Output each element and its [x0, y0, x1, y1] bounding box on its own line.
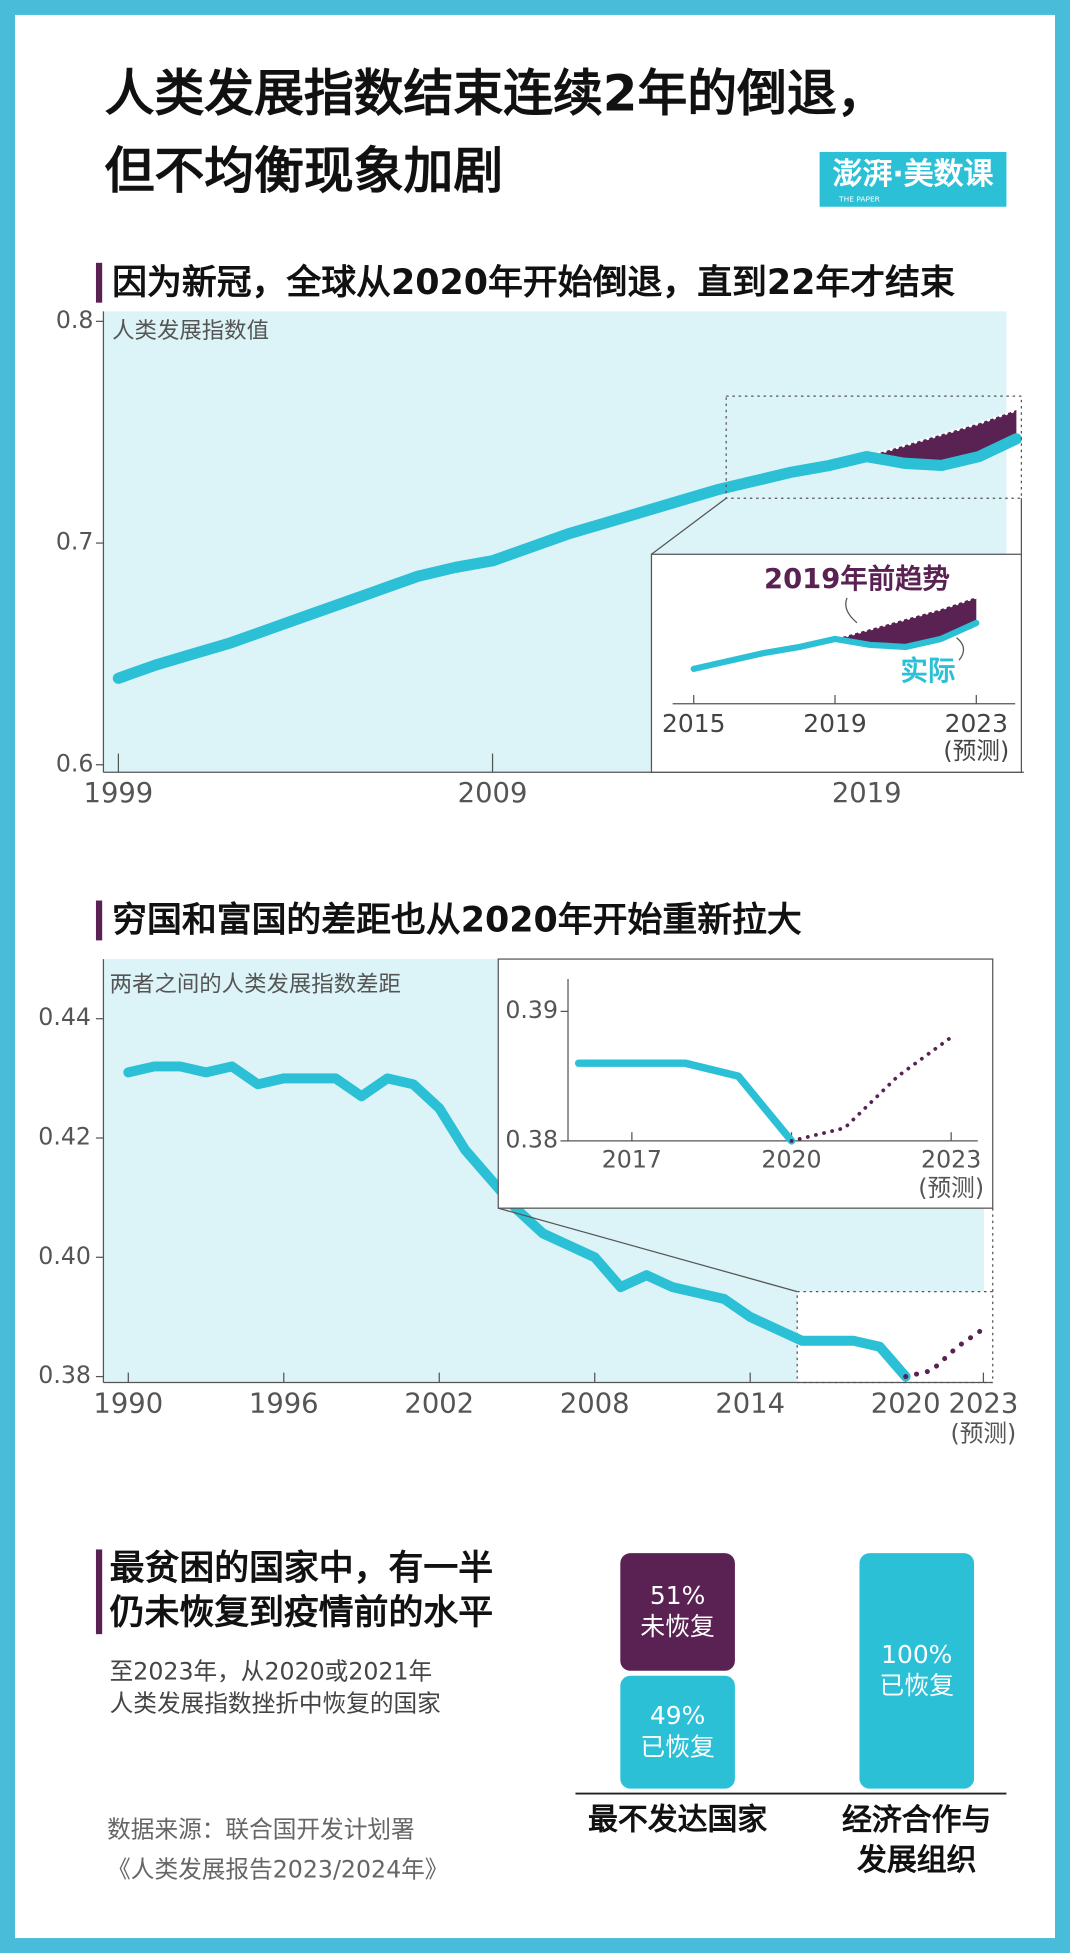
zoom-box: [725, 395, 1023, 499]
x-tick-label: 2023: [949, 1388, 1019, 1419]
title: 人类发展指数结束连续2年的倒退，: [105, 65, 887, 123]
bar-segment: [859, 1553, 975, 1789]
line: [123, 1061, 911, 1382]
value-label: 49%: [650, 1701, 705, 1730]
forecast-note: (预测): [943, 737, 1009, 765]
category-label: 经济合作与发展组织: [842, 1802, 991, 1877]
forecast-note: (预测): [918, 1174, 984, 1202]
inset-y-tick-label: 0.39: [505, 996, 558, 1024]
subtitle: 人类发展指数挫折中恢复的国家: [110, 1690, 441, 1718]
legend-label: 2019年前趋势: [764, 563, 950, 595]
leader: [845, 597, 858, 624]
x-tick-label: 1996: [249, 1388, 319, 1419]
segment-name: 已恢复: [640, 1732, 715, 1761]
trend-edge: [833, 595, 978, 641]
subtitle: 至2023年，从2020或2021年: [110, 1657, 433, 1685]
line: [574, 1059, 796, 1145]
inset-x-tick-label: 2020: [761, 1145, 821, 1173]
x-tick-label: 2002: [404, 1388, 474, 1419]
inset-x-tick-label: 2023: [945, 709, 1008, 738]
connector: [498, 1207, 798, 1293]
forecast-note: (预测): [951, 1419, 1017, 1447]
y-tick-label: 0.44: [38, 1003, 91, 1031]
value-label: 100%: [881, 1640, 952, 1669]
section-title: 穷国和富国的差距也从2020年开始重新拉大: [112, 900, 802, 941]
y-tick-label: 0.42: [38, 1122, 91, 1150]
y-tick-label: 0.8: [56, 306, 94, 334]
segment-name: 已恢复: [879, 1671, 954, 1700]
section-marker: [95, 262, 103, 303]
y-tick-label: 0.40: [38, 1242, 91, 1270]
forecast-line: [789, 1035, 954, 1143]
section-title: 因为新冠，全球从2020年开始倒退，直到22年才结束: [112, 262, 955, 303]
bar-segment: [620, 1553, 735, 1671]
section-marker: [95, 900, 103, 941]
section-marker: [95, 1549, 103, 1635]
section-title: 仍未恢复到疫情前的水平: [110, 1593, 493, 1633]
inset-x-tick-label: 2023: [921, 1145, 981, 1173]
bar-segment: [620, 1675, 735, 1789]
line: [112, 433, 1022, 684]
forecast-line: [903, 1326, 986, 1380]
y-axis-label: 人类发展指数值: [112, 318, 269, 344]
inset-x-tick-label: 2019: [803, 709, 866, 738]
trend-edge: [865, 408, 1018, 459]
logo: 澎湃·美数课: [833, 157, 994, 192]
x-tick-label: 1999: [84, 778, 154, 809]
inset-x-tick-label: 2015: [662, 709, 725, 738]
category-label-line: 经济合作与: [842, 1802, 991, 1837]
x-tick-label: 2009: [458, 778, 528, 809]
value-label: 51%: [650, 1581, 705, 1610]
legend-label: 实际: [901, 655, 956, 687]
connector: [651, 497, 727, 555]
y-tick-label: 0.6: [56, 749, 94, 777]
logo-box: [819, 151, 1007, 207]
category-label: 最不发达国家: [588, 1802, 767, 1837]
x-tick-label: 2014: [715, 1388, 785, 1419]
inset-y-tick-label: 0.38: [505, 1125, 558, 1153]
source: 数据来源：联合国开发计划署: [107, 1815, 415, 1843]
x-tick-label: 2020: [871, 1388, 941, 1419]
y-axis-label: 两者之间的人类发展指数差距: [110, 972, 401, 998]
source: 《人类发展报告2023/2024年》: [107, 1855, 448, 1883]
y-tick-label: 0.38: [38, 1361, 91, 1389]
trend-area: [835, 597, 977, 647]
y-tick-label: 0.7: [56, 528, 94, 556]
x-tick-label: 2008: [560, 1388, 630, 1419]
inset-x-tick-label: 2017: [602, 1145, 662, 1173]
title: 但不均衡现象加剧: [105, 142, 504, 200]
line: [690, 619, 980, 672]
category-label-line: 发展组织: [857, 1842, 977, 1877]
section-title: 最贫困的国家中，有一半: [110, 1548, 493, 1588]
leader: [956, 637, 965, 661]
segment-name: 未恢复: [640, 1612, 715, 1641]
logo-sub: THE PAPER: [838, 194, 880, 203]
x-tick-label: 2019: [832, 778, 902, 809]
x-tick-label: 1990: [93, 1388, 163, 1419]
